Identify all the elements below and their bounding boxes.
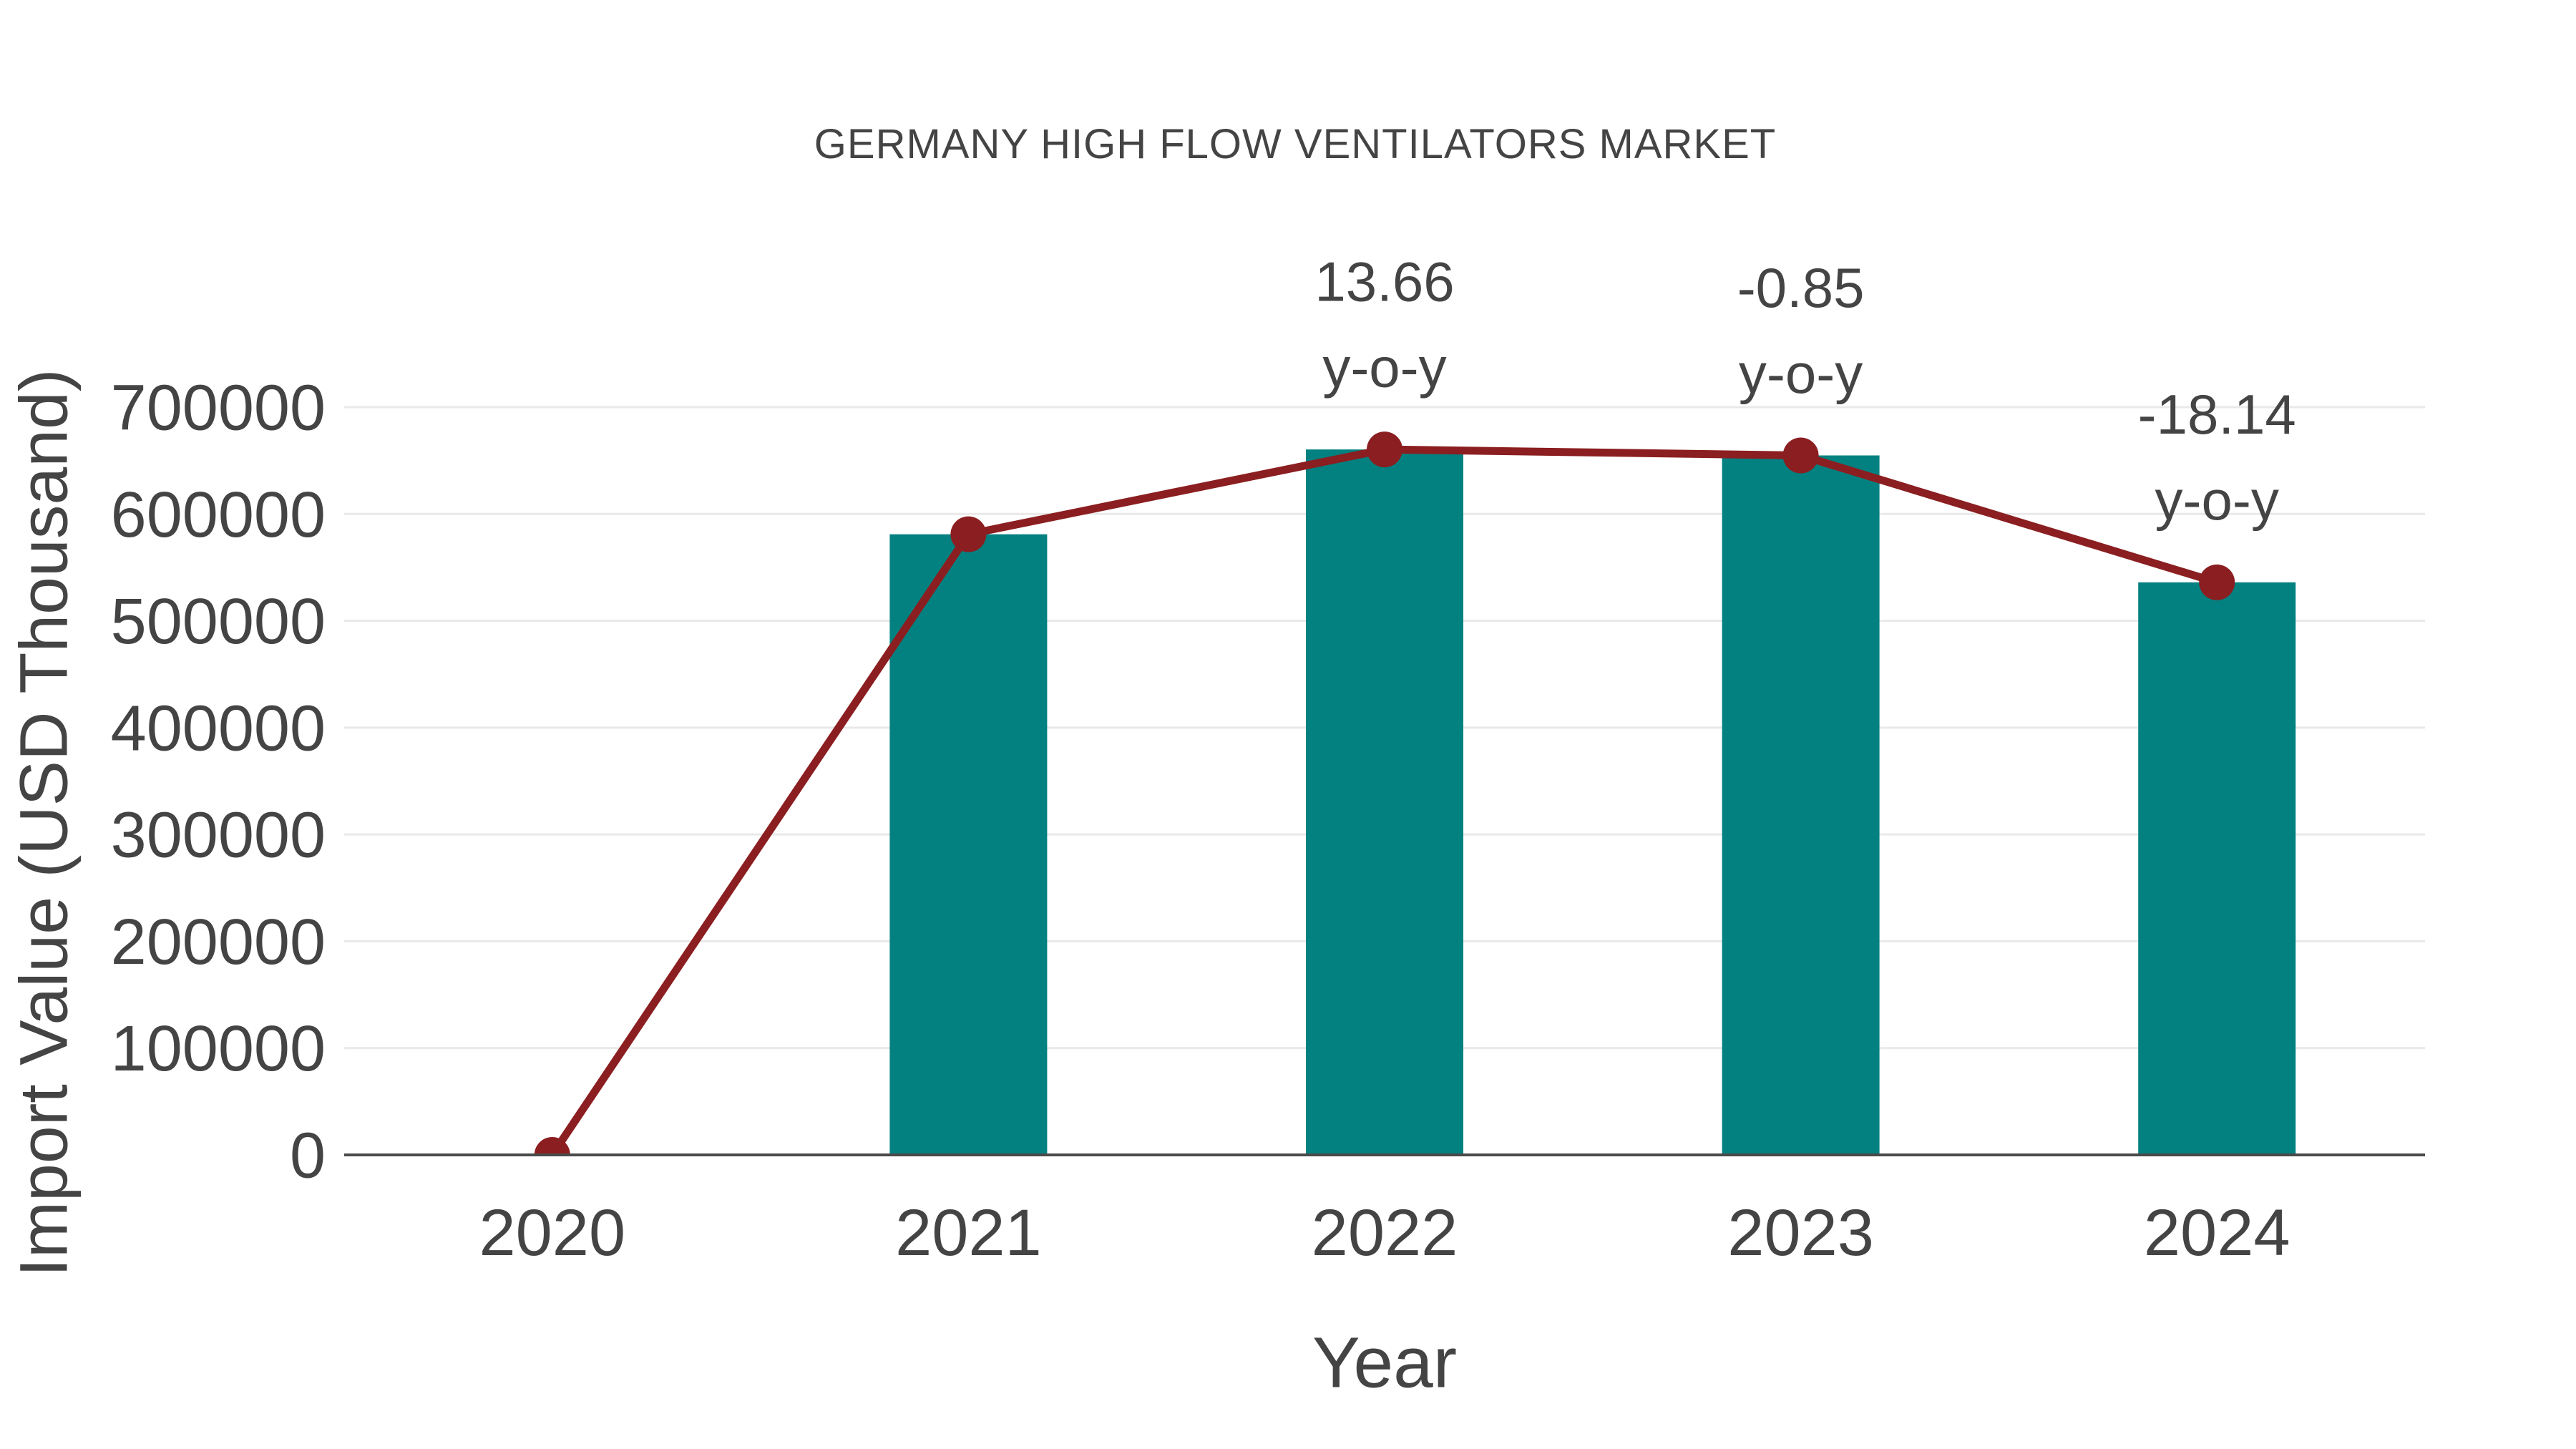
annotation-label: y-o-y <box>1739 342 1863 405</box>
chart-title: GERMANY HIGH FLOW VENTILATORS MARKET <box>814 121 1777 167</box>
x-tick-label: 2023 <box>1727 1196 1874 1269</box>
bar <box>1306 449 1463 1155</box>
line-point <box>1367 431 1402 468</box>
y-tick-label: 100000 <box>111 1013 326 1085</box>
line-point <box>534 1137 570 1155</box>
bar <box>2138 582 2296 1155</box>
bar <box>889 534 1048 1155</box>
y-tick-label: 500000 <box>111 586 326 658</box>
y-tick-label: 300000 <box>111 800 326 872</box>
annotation-label: y-o-y <box>2155 469 2279 532</box>
line-point <box>2199 564 2235 600</box>
x-tick-label: 2024 <box>2144 1196 2290 1269</box>
x-tick-label: 2020 <box>479 1196 625 1269</box>
annotation-value: 13.66 <box>1314 250 1454 313</box>
y-tick-label: 0 <box>290 1121 326 1192</box>
bar <box>1722 455 1880 1155</box>
x-tick-label: 2022 <box>1312 1196 1458 1269</box>
annotation-label: y-o-y <box>1322 336 1446 399</box>
y-tick-label: 200000 <box>111 907 326 978</box>
y-tick-label: 400000 <box>111 693 326 764</box>
annotation-value: -18.14 <box>2138 383 2296 446</box>
y-tick-label: 700000 <box>111 373 326 444</box>
line-point <box>1782 437 1819 474</box>
x-tick-label: 2021 <box>895 1196 1042 1269</box>
x-axis-title: Year <box>1312 1322 1458 1403</box>
annotation-value: -0.85 <box>1737 256 1865 319</box>
line-point <box>950 516 987 552</box>
trend-group <box>534 431 2235 1155</box>
y-tick-label: 600000 <box>111 479 326 551</box>
